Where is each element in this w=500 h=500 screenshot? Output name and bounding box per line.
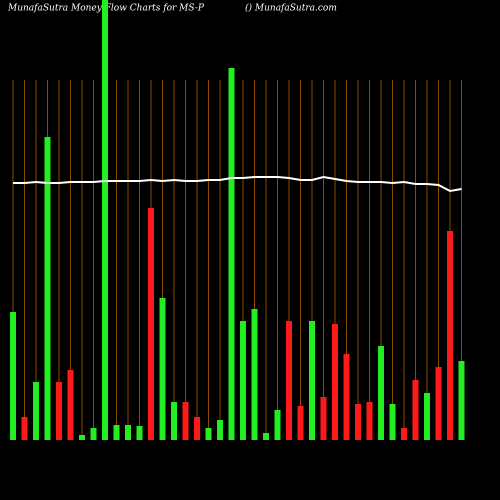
bar	[102, 0, 108, 440]
bar	[159, 298, 166, 440]
bar	[194, 417, 200, 440]
bar	[217, 420, 223, 440]
bar	[33, 382, 39, 440]
bar	[125, 425, 131, 440]
bar	[309, 321, 315, 440]
money-flow-line	[13, 175, 462, 193]
bar	[286, 321, 292, 440]
bar	[412, 380, 419, 440]
bar	[205, 428, 212, 440]
bar	[56, 382, 62, 440]
bar	[401, 428, 407, 440]
bar	[332, 324, 338, 440]
bar	[424, 393, 430, 440]
bar	[297, 406, 304, 440]
bar	[274, 410, 281, 440]
bar	[435, 367, 442, 440]
bar	[182, 402, 189, 440]
bar	[79, 435, 85, 440]
bar	[458, 361, 465, 440]
bar	[228, 68, 235, 440]
bar	[136, 426, 143, 440]
bar	[447, 231, 453, 440]
chart-subtitle: () MunafaSutra.com	[245, 3, 337, 14]
bar	[240, 321, 246, 440]
bar	[355, 404, 361, 440]
bar	[389, 404, 396, 440]
bar	[10, 312, 16, 440]
bar	[343, 354, 350, 440]
bar	[113, 425, 120, 440]
bar	[263, 433, 269, 440]
bar	[320, 397, 327, 440]
bar	[366, 402, 373, 440]
bar	[67, 370, 74, 440]
bar	[148, 208, 154, 440]
bar	[21, 417, 28, 440]
bar	[378, 346, 384, 440]
bar	[44, 137, 51, 440]
bar	[171, 402, 177, 440]
bar	[90, 428, 97, 440]
bar	[251, 309, 258, 440]
